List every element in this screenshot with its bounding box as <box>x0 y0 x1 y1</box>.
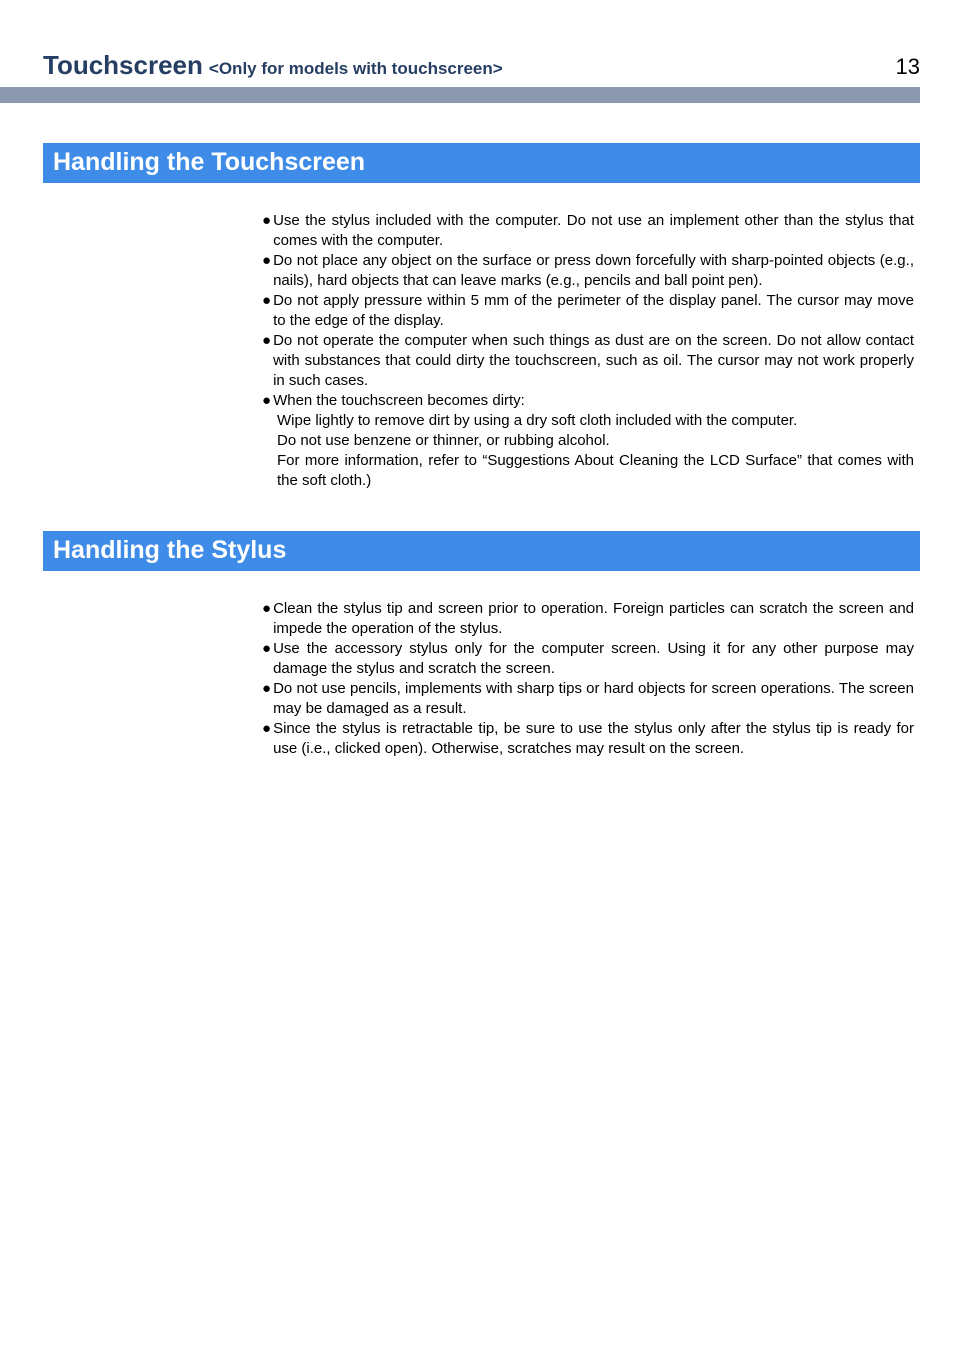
bullet-text: When the touchscreen becomes dirty: <box>273 391 914 411</box>
bullet-text: Since the stylus is retractable tip, be … <box>273 719 914 759</box>
section-heading: Handling the Stylus <box>43 531 920 571</box>
bullet-text: Do not place any object on the surface o… <box>273 251 914 291</box>
bullet-subline: Wipe lightly to remove dirt by using a d… <box>277 411 914 431</box>
bullet-dot-icon: ● <box>262 679 271 719</box>
bullet-dot-icon: ● <box>262 639 271 679</box>
page-title-group: Touchscreen <Only for models with touchs… <box>43 50 503 81</box>
bullet-item: ●Do not use pencils, implements with sha… <box>262 679 914 719</box>
bullet-text: Do not operate the computer when such th… <box>273 331 914 391</box>
bullet-dot-icon: ● <box>262 391 271 411</box>
bullet-item: ●Do not operate the computer when such t… <box>262 331 914 391</box>
bullet-text: Clean the stylus tip and screen prior to… <box>273 599 914 639</box>
bullet-text: Use the stylus included with the compute… <box>273 211 914 251</box>
bullet-dot-icon: ● <box>262 719 271 759</box>
page-subtitle: <Only for models with touchscreen> <box>209 59 503 79</box>
bullet-item: ●Use the accessory stylus only for the c… <box>262 639 914 679</box>
section-body: ●Use the stylus included with the comput… <box>262 211 914 491</box>
page-number: 13 <box>896 54 920 80</box>
section-heading: Handling the Touchscreen <box>43 143 920 183</box>
bullet-item: ●Use the stylus included with the comput… <box>262 211 914 251</box>
header-rule <box>0 87 920 103</box>
page-title: Touchscreen <box>43 50 203 81</box>
bullet-dot-icon: ● <box>262 331 271 391</box>
bullet-dot-icon: ● <box>262 251 271 291</box>
bullet-item: ●Since the stylus is retractable tip, be… <box>262 719 914 759</box>
bullet-item: ●Clean the stylus tip and screen prior t… <box>262 599 914 639</box>
bullet-text: Do not apply pressure within 5 mm of the… <box>273 291 914 331</box>
bullet-text: Do not use pencils, implements with shar… <box>273 679 914 719</box>
bullet-item: ●When the touchscreen becomes dirty: <box>262 391 914 411</box>
bullet-dot-icon: ● <box>262 599 271 639</box>
page-header: Touchscreen <Only for models with touchs… <box>0 0 954 81</box>
bullet-subline: Do not use benzene or thinner, or rubbin… <box>277 431 914 451</box>
bullet-dot-icon: ● <box>262 291 271 331</box>
section-body: ●Clean the stylus tip and screen prior t… <box>262 599 914 759</box>
bullet-item: ●Do not place any object on the surface … <box>262 251 914 291</box>
bullet-dot-icon: ● <box>262 211 271 251</box>
bullet-subline: For more information, refer to “Suggesti… <box>277 451 914 491</box>
bullet-text: Use the accessory stylus only for the co… <box>273 639 914 679</box>
bullet-item: ●Do not apply pressure within 5 mm of th… <box>262 291 914 331</box>
